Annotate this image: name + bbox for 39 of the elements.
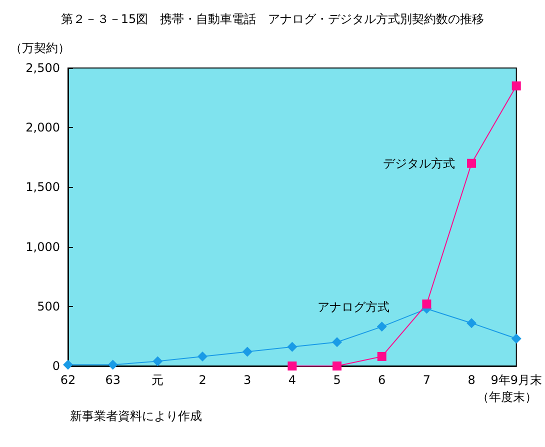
x-tick-label: 6	[378, 373, 386, 387]
x-tick-label: 8	[468, 373, 476, 387]
point	[377, 352, 386, 361]
x-tick-label: 62	[60, 373, 76, 387]
point	[332, 337, 342, 348]
point	[242, 346, 252, 357]
series-label: アナログ方式	[318, 300, 390, 314]
x-axis-title: （年度末）	[477, 390, 537, 404]
point	[198, 351, 208, 362]
x-tick-label: 9年9月末	[490, 373, 542, 387]
x-tick-label: 3	[244, 373, 252, 387]
chart-title: 第２－３－15図 携帯・自動車電話 アナログ・デジタル方式別契約数の推移	[60, 12, 484, 26]
series-label: デジタル方式	[383, 156, 456, 170]
y-tick-label: 500	[37, 299, 60, 314]
point	[467, 158, 476, 168]
y-tick-label: 2,500	[26, 61, 60, 75]
x-tick-label: 63	[105, 373, 120, 387]
point	[511, 334, 522, 344]
point	[466, 318, 477, 328]
point	[63, 360, 73, 370]
y-tick-label: 0	[52, 359, 60, 373]
point	[512, 81, 521, 90]
x-tick-label: 4	[288, 373, 296, 387]
point	[288, 362, 297, 370]
x-tick-label: 元	[152, 373, 164, 387]
x-tick-label: 7	[422, 373, 431, 387]
y-tick-label: 2,000	[26, 120, 60, 135]
y-tick-label: 1,000	[26, 240, 60, 254]
x-tick-label: 2	[198, 373, 206, 387]
y-axis-title: （万契約）	[10, 41, 70, 55]
point	[152, 356, 163, 366]
text: 新事業者資料により作成	[70, 409, 202, 423]
point	[332, 362, 342, 370]
x-tick-label: 5	[333, 373, 341, 387]
point	[287, 342, 298, 352]
point	[376, 322, 387, 332]
y-tick-label: 1,500	[26, 180, 60, 194]
point	[108, 360, 118, 370]
point	[422, 300, 432, 309]
